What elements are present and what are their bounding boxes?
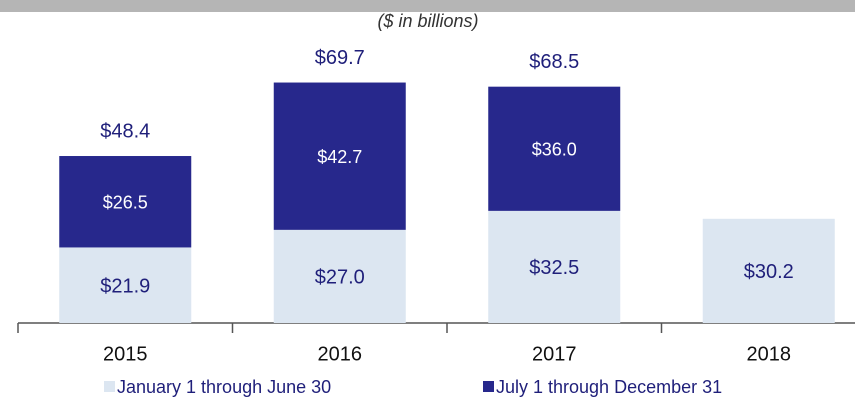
bar-segment (488, 86, 621, 211)
value-label: $27.0 (315, 267, 365, 289)
bar-segment (273, 229, 406, 323)
value-label: $21.9 (100, 276, 150, 298)
bar-segment (59, 156, 192, 248)
value-label: $36.0 (532, 140, 577, 160)
value-label: $30.2 (744, 261, 794, 283)
total-label: $68.5 (529, 51, 579, 73)
legend-swatch (483, 381, 494, 392)
legend-label: January 1 through June 30 (117, 377, 331, 397)
bar-segment (702, 218, 835, 323)
bar-segment (273, 82, 406, 230)
total-label: $48.4 (100, 120, 150, 142)
value-label: $26.5 (103, 192, 148, 212)
x-tick-label: 2018 (747, 343, 792, 365)
value-label: $32.5 (529, 257, 579, 279)
bar-segment (488, 210, 621, 323)
x-tick-label: 2015 (103, 343, 148, 365)
chart-subtitle: ($ in billions) (377, 11, 478, 31)
legend-label: July 1 through December 31 (496, 377, 722, 397)
x-tick-label: 2016 (318, 343, 363, 365)
x-tick-label: 2017 (532, 343, 577, 365)
legend-swatch (104, 381, 115, 392)
value-label: $42.7 (317, 147, 362, 167)
bar-segment (59, 247, 192, 323)
total-label: $69.7 (315, 47, 365, 69)
header-band (0, 0, 855, 12)
